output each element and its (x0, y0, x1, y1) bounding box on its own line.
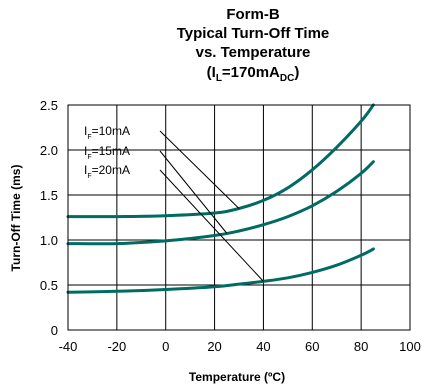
plot-frame (67, 104, 411, 331)
title-param-sub-l: L (216, 73, 222, 84)
series-label-main: I (84, 124, 87, 138)
series-label-main: I (84, 163, 87, 177)
chart-title-line-4: (IL=170mADC) (207, 64, 300, 84)
label-leader-lines (159, 130, 264, 282)
title-param-open: (I (207, 64, 216, 81)
x-tick-label: 20 (207, 339, 221, 354)
series-curve-1 (66, 160, 375, 246)
series-label-sub: F (87, 154, 91, 161)
series-leader-0 (159, 130, 240, 209)
series-label-sub: F (87, 134, 91, 141)
x-tick-label: -20 (107, 339, 126, 354)
series-leader-2 (159, 169, 264, 282)
x-tick-label: 40 (256, 339, 270, 354)
y-tick-label: 0 (51, 323, 58, 338)
y-tick-label: 2.0 (40, 143, 58, 158)
x-tick-label: 60 (305, 339, 319, 354)
tick-labels: -40 -20 0 20 40 60 80 100 0 0.5 1.0 1.5 2.0 2.5 (40, 98, 421, 354)
series-label-rest: =15mA (92, 144, 130, 158)
x-axis-title: Temperature (ºC) (189, 370, 285, 384)
x-tick-label: 0 (162, 339, 169, 354)
x-tick-label: 100 (399, 339, 421, 354)
series-curve-0 (66, 103, 375, 219)
series-leader-1 (159, 150, 228, 234)
series-label-1: IF=15mA (84, 144, 130, 161)
series-label-main: I (84, 144, 87, 158)
title-param-sub-dc: DC (280, 73, 294, 84)
y-tick-label: 1.0 (40, 233, 58, 248)
series-label-rest: =10mA (92, 124, 130, 138)
chart-title-line-3: vs. Temperature (196, 44, 311, 61)
y-tick-label: 1.5 (40, 188, 58, 203)
x-tick-label: -40 (59, 339, 78, 354)
x-tick-label: 80 (354, 339, 368, 354)
series-label-2: IF=20mA (84, 163, 130, 180)
series-label-0: IF=10mA (84, 124, 130, 141)
chart-title-line-2: Typical Turn-Off Time (177, 25, 330, 42)
series-label-sub: F (87, 173, 91, 180)
y-tick-label: 0.5 (40, 278, 58, 293)
y-tick-label: 2.5 (40, 98, 58, 113)
series-curve-2 (66, 247, 375, 294)
y-axis-title: Turn-Off Time (ms) (9, 165, 23, 272)
chart-title-line-1: Form-B (226, 6, 279, 23)
series-label-rest: =20mA (92, 163, 130, 177)
title-param-mid: =170mA (222, 64, 280, 81)
title-param-close: ) (294, 64, 299, 81)
